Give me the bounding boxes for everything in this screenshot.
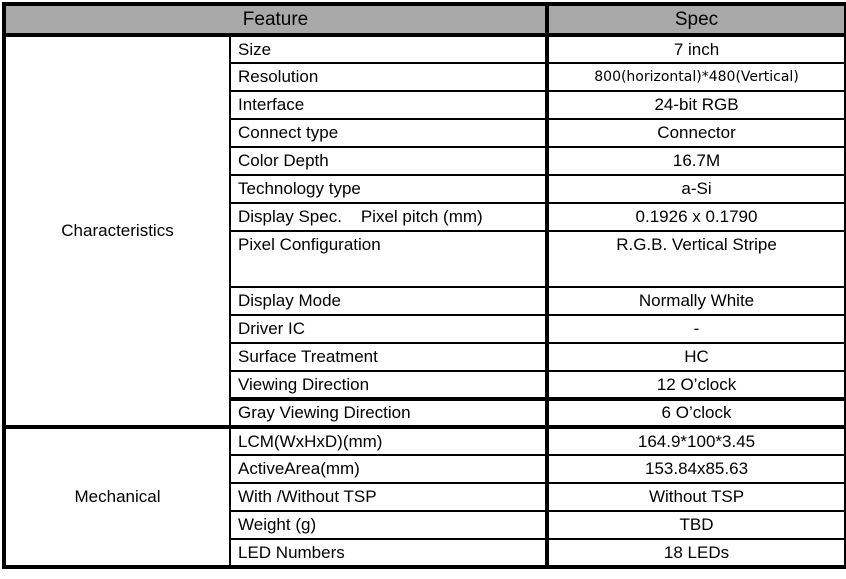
section-label-mechanical: Mechanical <box>2 425 231 568</box>
table-row: LED Numbers 18 LEDs <box>4 538 846 568</box>
spec-cell: Normally White <box>545 286 846 316</box>
spec-cell: Without TSP <box>545 482 846 512</box>
feature-cell: Technology type <box>228 174 549 204</box>
table-row: Mechanical LCM(WxHxD)(mm) 164.9*100*3.45 <box>2 425 846 568</box>
feature-cell: Weight (g) <box>228 510 549 540</box>
feature-cell: With /Without TSP <box>228 482 549 512</box>
feature-cell: Surface Treatment <box>228 342 549 372</box>
spec-cell: HC <box>545 342 846 372</box>
feature-cell: Display Spec. Pixel pitch (mm) <box>228 202 549 232</box>
spec-cell: 12 O’clock <box>545 370 846 400</box>
table-row: Display Mode Normally White <box>4 286 846 316</box>
spec-table: Feature Spec Characteristics Size 7 inch… <box>2 2 846 569</box>
spec-cell: Connector <box>545 118 846 148</box>
table-header-row: Feature Spec <box>2 3 846 37</box>
feature-cell: Color Depth <box>228 146 549 176</box>
spec-cell: 6 O’clock <box>545 397 846 428</box>
feature-cell: Pixel Configuration <box>228 230 549 288</box>
feature-cell: Display Mode <box>228 286 549 316</box>
feature-cell: LED Numbers <box>228 538 549 568</box>
table-row: Weight (g) TBD <box>4 510 846 540</box>
table-row: Pixel Configuration R.G.B. Vertical Stri… <box>4 230 846 288</box>
spec-cell: 164.9*100*3.45 <box>545 425 846 456</box>
header-spec-cell: Spec <box>545 3 846 37</box>
spec-cell: - <box>545 314 846 344</box>
table-row: Viewing Direction 12 O’clock <box>4 370 846 400</box>
table-row: Color Depth 16.7M <box>4 146 846 176</box>
table-row: Characteristics Size 7 inch <box>2 34 846 428</box>
section-label-characteristics: Characteristics <box>2 34 231 428</box>
spec-cell: 24-bit RGB <box>545 90 846 120</box>
table-row: Connect type Connector <box>4 118 846 148</box>
spec-cell: 0.1926 x 0.1790 <box>545 202 846 232</box>
feature-cell: Gray Viewing Direction <box>228 397 549 428</box>
spec-cell: R.G.B. Vertical Stripe <box>545 230 846 288</box>
feature-cell: Viewing Direction <box>228 370 549 400</box>
spec-cell: 7 inch <box>545 34 846 64</box>
feature-cell: ActiveArea(mm) <box>228 454 549 484</box>
feature-cell: Resolution <box>228 62 549 92</box>
feature-cell: Driver IC <box>228 314 549 344</box>
table-row: ActiveArea(mm) 153.84x85.63 <box>4 454 846 484</box>
spec-cell: 18 LEDs <box>545 538 846 568</box>
table-row: Resolution 800(horizontal)*480(Vertical) <box>4 62 846 92</box>
table-row: Gray Viewing Direction 6 O’clock <box>4 397 846 428</box>
spec-cell: 16.7M <box>545 146 846 176</box>
spec-cell: a-Si <box>545 174 846 204</box>
table-row: Driver IC - <box>4 314 846 344</box>
table-row: Surface Treatment HC <box>4 342 846 372</box>
feature-cell: Interface <box>228 90 549 120</box>
table-row: Interface 24-bit RGB <box>4 90 846 120</box>
spec-cell: TBD <box>545 510 846 540</box>
feature-cell: Connect type <box>228 118 549 148</box>
table-row: With /Without TSP Without TSP <box>4 482 846 512</box>
spec-cell: 800(horizontal)*480(Vertical) <box>545 62 846 92</box>
table-row: Technology type a-Si <box>4 174 846 204</box>
feature-cell: LCM(WxHxD)(mm) <box>228 425 549 456</box>
spec-cell: 153.84x85.63 <box>545 454 846 484</box>
table-row: Display Spec. Pixel pitch (mm) 0.1926 x … <box>4 202 846 232</box>
header-feature-cell: Feature <box>2 3 549 37</box>
feature-cell: Size <box>228 34 549 64</box>
